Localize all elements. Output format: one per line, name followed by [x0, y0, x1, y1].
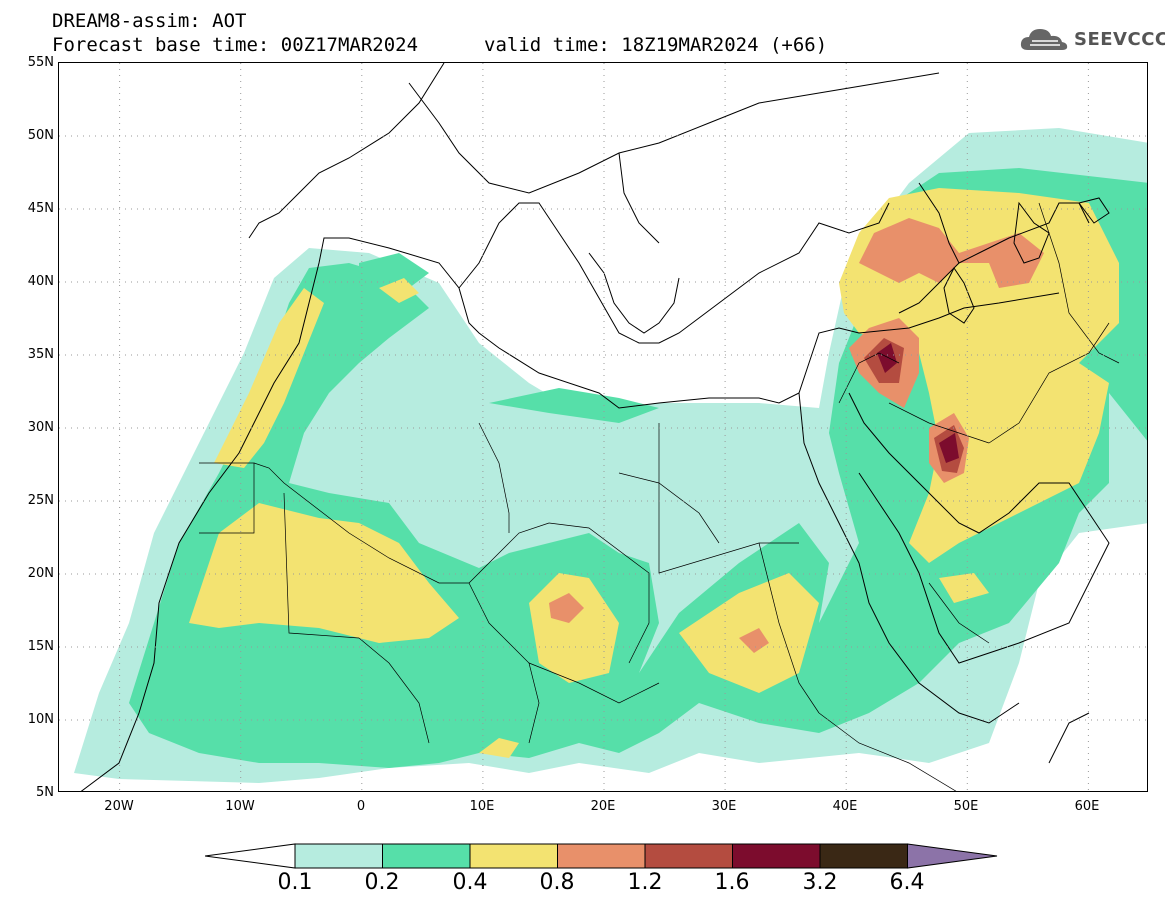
colorbar-swatch-2: [382, 843, 471, 869]
colorbar-label-0-2: 0.2: [364, 870, 400, 895]
lat-label-40n: 40N: [27, 274, 54, 289]
chart-title: DREAM8-assim: AOT: [52, 10, 247, 32]
lat-label-35n: 35N: [27, 347, 54, 362]
lat-label-15n: 15N: [27, 639, 54, 654]
lon-label-50e: 50E: [953, 799, 979, 814]
logo-text: SEEVCCC: [1074, 28, 1165, 50]
lon-label-10e: 10E: [469, 799, 495, 814]
lat-label-30n: 30N: [27, 420, 54, 435]
colorbar-swatch-6: [732, 843, 821, 869]
lat-label-20n: 20N: [27, 566, 54, 581]
coastlines: [80, 63, 1110, 791]
lat-label-10n: 10N: [27, 712, 54, 727]
cloud-icon: [1020, 29, 1068, 50]
colorbar-label-0-8: 0.8: [539, 870, 575, 895]
colorbar-swatch-3: [469, 843, 558, 869]
lat-label-45n: 45N: [27, 201, 54, 216]
lon-label-0: 0: [356, 799, 366, 814]
colorbar-swatch-4: [557, 843, 646, 869]
lat-label-50n: 50N: [27, 128, 54, 143]
aot-layer-1-6: [877, 343, 959, 463]
colorbar-swatch-1: [294, 843, 383, 869]
colorbar-over-triangle: [907, 843, 998, 869]
borders: [199, 202, 1120, 791]
colorbar-label-6-4: 6.4: [889, 870, 925, 895]
lat-label-25n: 25N: [27, 493, 54, 508]
colorbar-swatch-5: [644, 843, 733, 869]
logo: SEEVCCC: [1018, 22, 1165, 56]
aot-map: [59, 63, 1147, 791]
colorbar-label-3-2: 3.2: [802, 870, 838, 895]
lon-label-20e: 20E: [590, 799, 616, 814]
base-time: Forecast base time: 00Z17MAR2024: [52, 34, 419, 56]
lon-label-10w: 10W: [225, 799, 255, 814]
lon-label-30e: 30E: [711, 799, 737, 814]
colorbar-label-0-1: 0.1: [277, 870, 313, 895]
lat-label-55n: 55N: [27, 55, 54, 70]
lon-label-40e: 40E: [832, 799, 858, 814]
colorbar-label-1-2: 1.2: [627, 870, 663, 895]
lon-label-20w: 20W: [104, 799, 134, 814]
colorbar-label-1-6: 1.6: [714, 870, 750, 895]
colorbar-swatch-7: [819, 843, 908, 869]
colorbar-under-triangle: [205, 843, 296, 869]
colorbar: [205, 843, 998, 869]
colorbar-label-0-4: 0.4: [452, 870, 488, 895]
lon-label-60e: 60E: [1074, 799, 1100, 814]
map-area: [58, 62, 1148, 792]
lat-label-5n: 5N: [36, 785, 54, 800]
valid-time: valid time: 18Z19MAR2024 (+66): [484, 34, 828, 56]
